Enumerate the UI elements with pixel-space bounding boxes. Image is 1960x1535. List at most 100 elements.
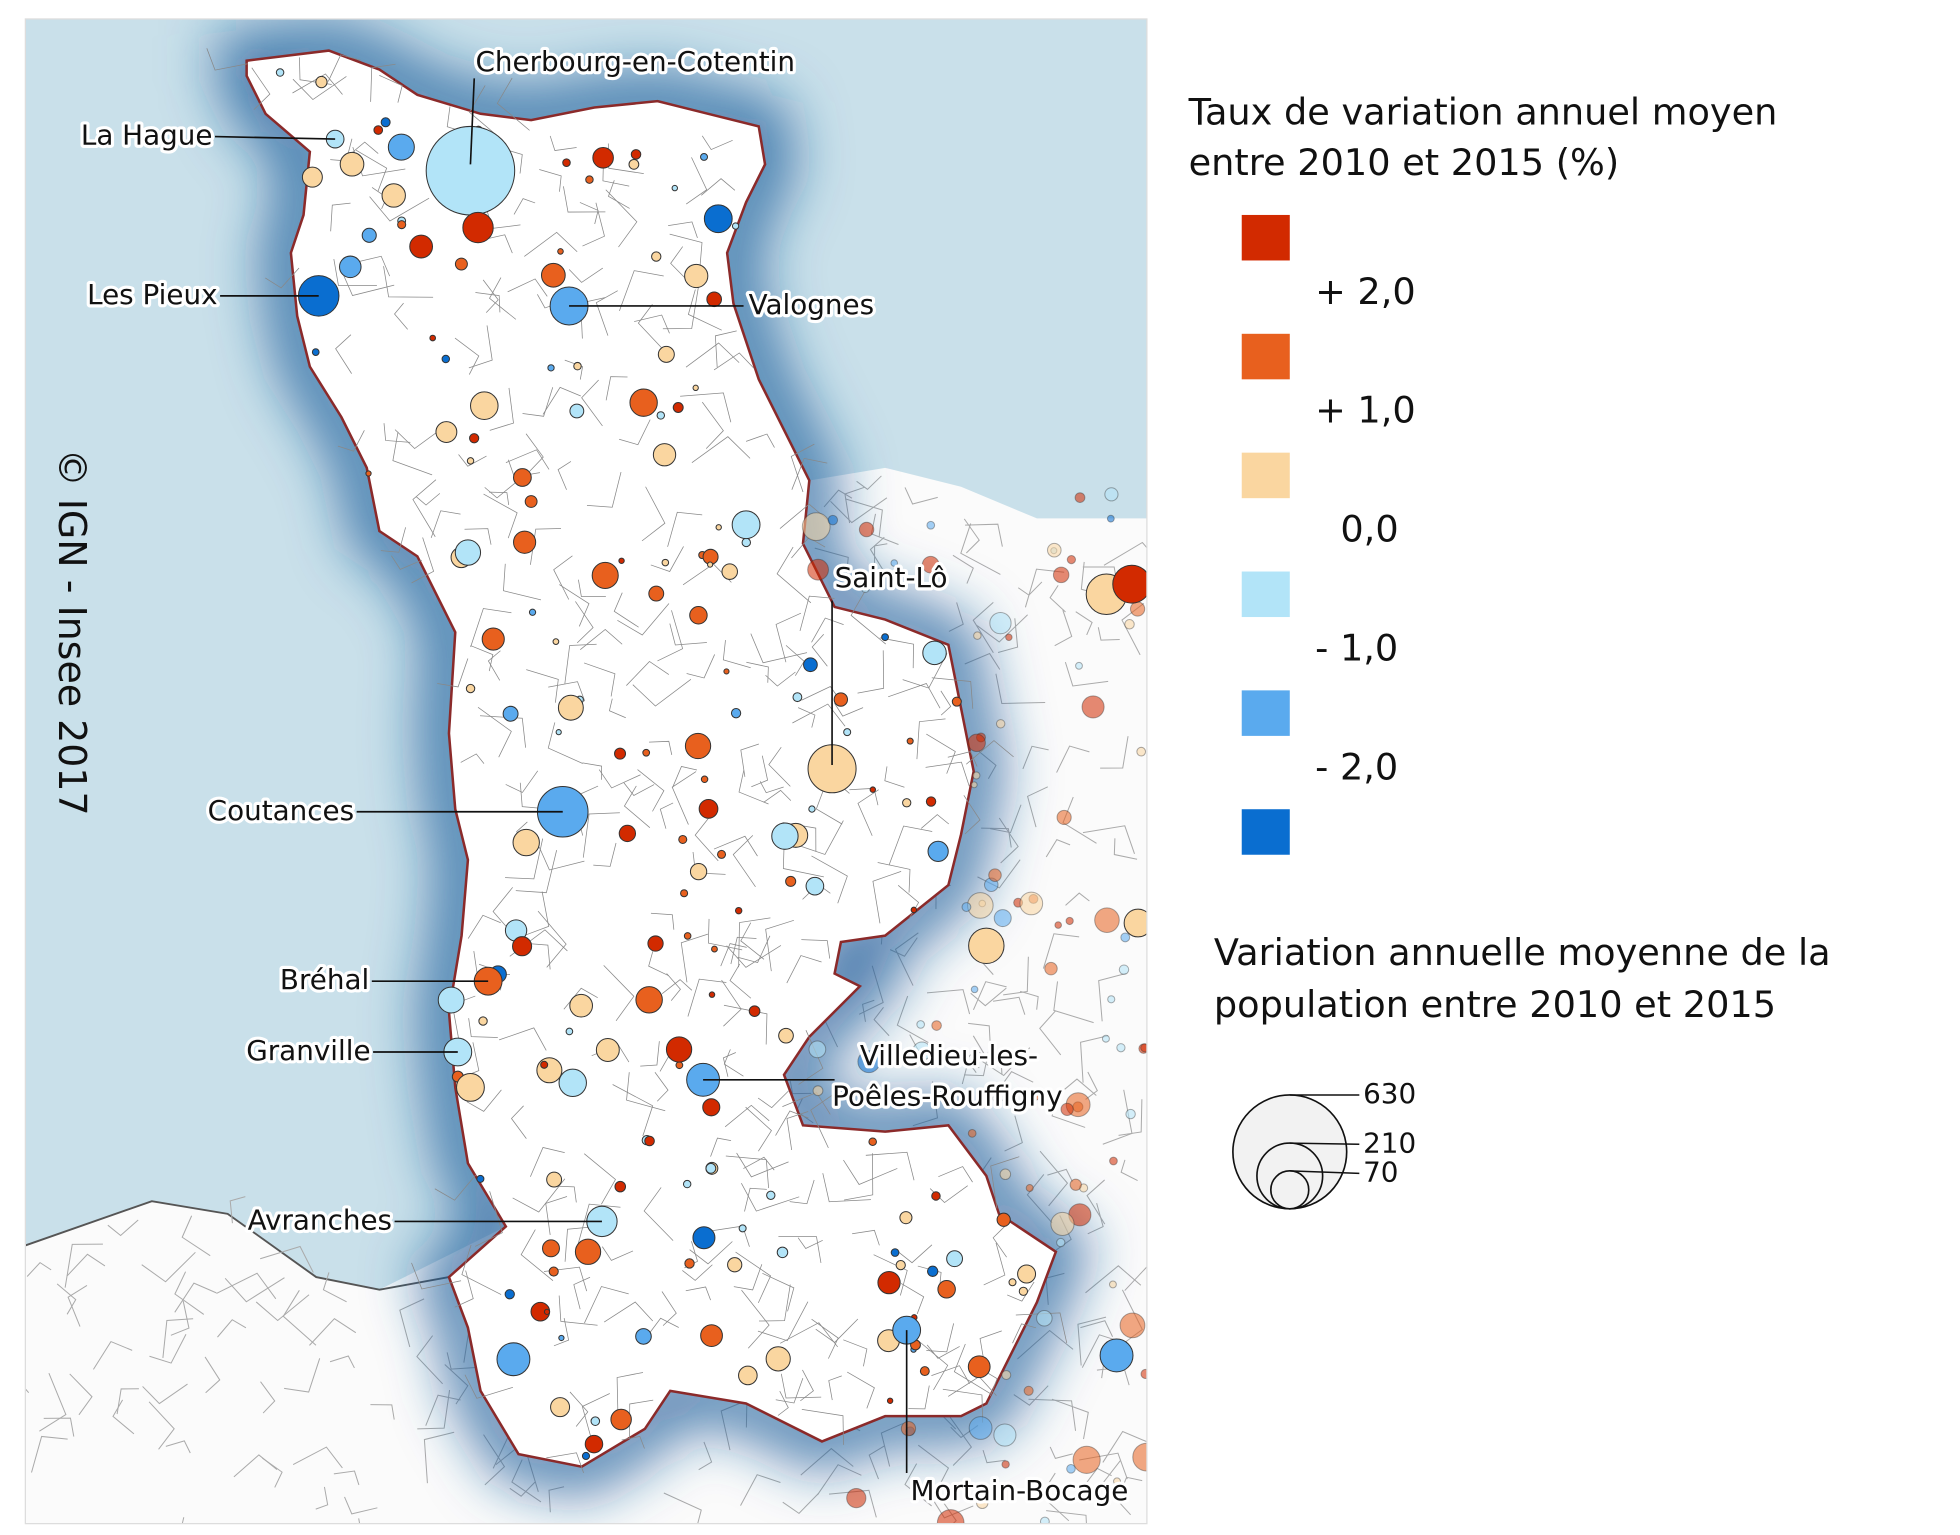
commune-boundary — [1075, 611, 1093, 636]
commune-boundary — [25, 1388, 30, 1394]
commune-boundary — [983, 1242, 1006, 1286]
commune-symbol — [730, 708, 742, 719]
commune-boundary — [1080, 1035, 1109, 1083]
commune-boundary — [865, 1151, 915, 1181]
commune-symbol — [731, 222, 740, 230]
commune-boundary — [1051, 1091, 1086, 1128]
commune-boundary — [1065, 892, 1090, 906]
commune-symbol — [550, 1397, 571, 1418]
town-symbol — [496, 1342, 531, 1377]
commune-symbol — [642, 748, 651, 757]
commune-symbol — [689, 606, 708, 625]
commune-boundary — [856, 475, 882, 490]
commune-boundary — [637, 304, 662, 348]
commune-boundary — [879, 637, 914, 669]
commune-boundary — [654, 1072, 669, 1102]
commune-symbol — [708, 991, 716, 998]
commune-symbol — [927, 840, 949, 862]
commune-boundary — [530, 1147, 565, 1177]
commune-boundary — [581, 379, 603, 427]
commune-boundary — [586, 471, 622, 508]
commune-boundary — [1077, 1316, 1107, 1366]
commune-boundary — [417, 1390, 451, 1430]
commune-symbol — [857, 1050, 881, 1074]
commune-boundary — [815, 789, 843, 825]
commune-boundary — [380, 527, 406, 553]
commune-boundary — [722, 640, 751, 669]
commune-boundary — [1064, 661, 1109, 687]
commune-boundary — [598, 769, 641, 789]
commune-boundary — [613, 592, 639, 628]
copyright: © IGN - Insee 2017 — [50, 449, 94, 816]
commune-boundary — [759, 781, 784, 794]
commune-boundary — [292, 1446, 343, 1469]
commune-boundary — [991, 1071, 1034, 1100]
commune-boundary — [789, 1179, 815, 1205]
commune-boundary — [759, 1284, 791, 1322]
commune-symbol — [614, 747, 627, 760]
commune-symbol — [765, 1346, 791, 1372]
commune-boundary — [92, 1340, 133, 1370]
town-symbol — [1112, 564, 1147, 604]
commune-boundary — [292, 76, 347, 101]
commune-boundary — [857, 650, 885, 694]
commune-boundary — [56, 1283, 77, 1315]
commune-boundary — [763, 789, 792, 803]
commune-symbol — [1094, 907, 1120, 933]
town-symbol — [456, 1072, 485, 1102]
commune-boundary — [990, 804, 1022, 834]
commune-boundary — [505, 770, 539, 793]
commune-symbol — [1005, 633, 1013, 642]
commune-boundary — [640, 1041, 660, 1067]
commune-symbol — [916, 1020, 925, 1029]
commune-boundary — [579, 202, 599, 225]
town-symbol — [454, 539, 482, 566]
commune-symbol — [630, 149, 642, 160]
commune-symbol — [311, 348, 320, 356]
commune-symbol — [628, 158, 640, 170]
commune-symbol — [919, 1366, 930, 1377]
commune-symbol — [647, 935, 664, 952]
size-legend-title: population entre 2010 et 2015 — [1214, 983, 1776, 1026]
commune-boundary — [522, 387, 554, 417]
commune-symbol — [661, 558, 670, 567]
commune-boundary — [775, 1377, 804, 1404]
commune-symbol — [999, 1168, 1012, 1181]
commune-boundary — [680, 933, 708, 983]
commune-symbol — [684, 1258, 695, 1269]
commune-boundary — [669, 233, 703, 266]
commune-boundary — [601, 1246, 634, 1261]
commune-symbol — [895, 1259, 906, 1271]
brittany-border — [25, 1200, 450, 1291]
commune-boundary — [539, 169, 562, 192]
commune-symbol — [843, 728, 852, 737]
commune-boundary — [39, 1373, 67, 1432]
commune-boundary — [582, 812, 620, 858]
commune-boundary — [732, 835, 756, 888]
commune-boundary — [605, 376, 628, 401]
commune-boundary — [603, 1301, 654, 1323]
commune-boundary — [1049, 1446, 1073, 1459]
commune-boundary — [423, 1431, 455, 1484]
commune-symbol — [680, 889, 689, 898]
commune-boundary — [1118, 1099, 1143, 1136]
commune-symbol — [890, 1248, 900, 1257]
commune-boundary — [437, 658, 469, 688]
commune-boundary — [667, 511, 703, 547]
commune-boundary — [782, 1492, 820, 1515]
commune-boundary — [255, 1294, 310, 1322]
commune-symbol — [656, 411, 666, 420]
commune-boundary — [799, 820, 844, 855]
size-legend-label: 630 — [1363, 1077, 1416, 1110]
commune-symbol — [476, 1174, 485, 1183]
commune-symbol — [651, 251, 662, 262]
commune-boundary — [464, 1374, 514, 1399]
commune-symbol — [881, 633, 889, 642]
commune-symbol — [562, 158, 571, 167]
commune-boundary — [799, 595, 835, 632]
commune-boundary — [740, 922, 765, 960]
commune-symbol — [1066, 1464, 1076, 1474]
commune-boundary — [780, 1322, 838, 1348]
commune-boundary — [454, 337, 480, 375]
commune-boundary — [505, 449, 550, 470]
